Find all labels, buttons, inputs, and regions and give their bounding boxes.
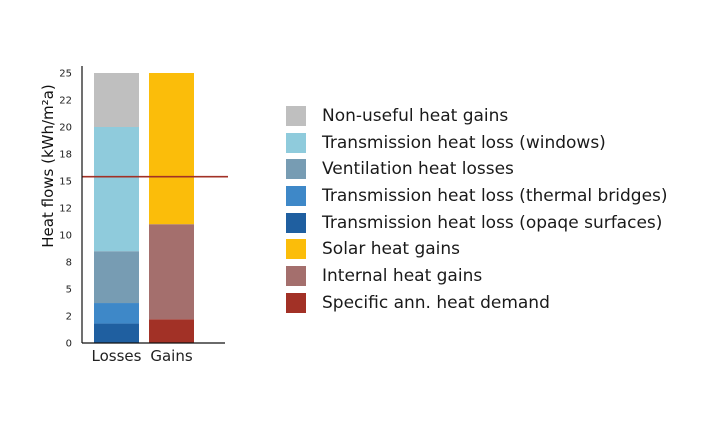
legend-swatch [286,292,306,313]
legend-label: Transmission heat loss (thermal bridges) [322,185,668,206]
legend-item: Transmission heat loss (windows) [286,131,668,155]
legend-label: Solar heat gains [322,239,461,260]
y-tick-label: 0 [66,339,72,350]
bar-segment-losses-transmission-heat-loss-opaqe-surfaces [94,323,139,343]
legend-swatch [286,185,306,206]
legend-swatch [286,132,306,153]
legend-item: Transmission heat loss (thermal bridges) [286,184,668,208]
legend-label: Internal heat gains [322,265,483,286]
legend-label: Ventilation heat losses [322,159,514,180]
y-tick-label: 18 [59,150,72,161]
bar-segment-losses-non-useful-heat-gains [94,73,139,127]
y-tick-label: 22 [59,96,72,107]
legend-item: Ventilation heat losses [286,157,668,181]
bar-segment-gains-internal-heat-gains [149,224,194,320]
legend-label: Non-useful heat gains [322,105,509,126]
bar-segment-losses-transmission-heat-loss-thermal-bridges [94,303,139,324]
legend-swatch [286,212,306,233]
y-tick-label: 20 [59,123,72,134]
y-tick-label: 10 [59,231,72,242]
legend-swatch [286,239,306,260]
legend-item: Specific ann. heat demand [286,291,668,315]
x-category-label-gains: Gains [150,347,192,365]
y-tick-label: 15 [59,177,72,188]
legend-swatch [286,159,306,180]
y-tick-label: 5 [66,285,72,296]
bar-segment-gains-solar-heat-gains [149,73,194,225]
y-tick-label: 2 [66,312,72,323]
bars-layer [82,73,228,343]
bar-segment-gains-specific-ann-heat-demand [149,319,194,343]
legend-item: Transmission heat loss (opaqe surfaces) [286,211,668,235]
y-tick-label: 8 [66,258,72,269]
legend-item: Non-useful heat gains [286,104,668,128]
legend-label: Transmission heat loss (opaqe surfaces) [322,212,663,233]
legend-label: Transmission heat loss (windows) [322,132,606,153]
legend-item: Internal heat gains [286,264,668,288]
x-category-label-losses: Losses [92,347,142,365]
axes-layer [81,66,225,344]
y-tick-label: 12 [59,204,72,215]
x-categories-layer: Losses Gains [92,347,193,365]
legend: Non-useful heat gains Transmission heat l… [286,104,668,315]
bar-segment-losses-transmission-heat-loss-windows [94,127,139,252]
legend-swatch [286,105,306,126]
bar-segment-losses-ventilation-heat-losses [94,251,139,304]
legend-item: Solar heat gains [286,237,668,261]
legend-swatch [286,265,306,286]
y-axis-label: Heat flows (kWh/m²a) [39,84,57,247]
y-tick-label: 25 [59,69,72,80]
legend-label: Specific ann. heat demand [322,292,550,313]
